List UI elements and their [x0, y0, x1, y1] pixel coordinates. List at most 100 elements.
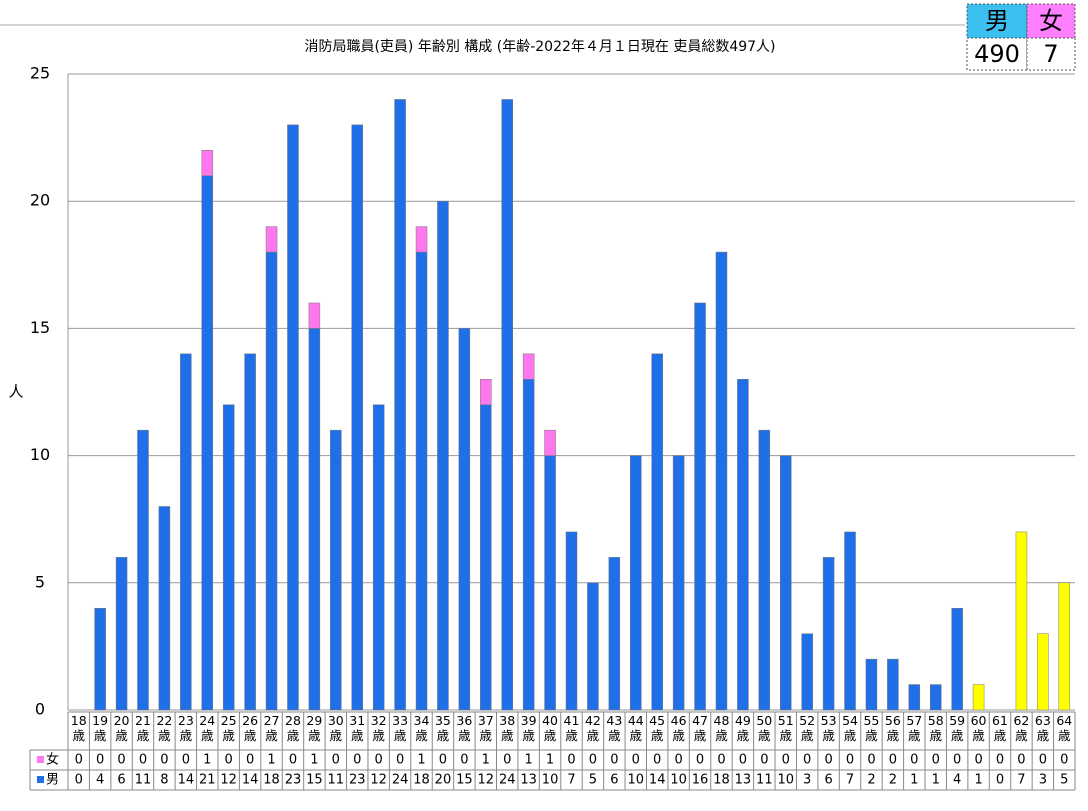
bar [415, 251, 428, 711]
bar [544, 455, 556, 711]
x-tick-label: 61歳 [992, 713, 1008, 743]
bar [158, 506, 171, 711]
table-value: 0 [396, 753, 404, 768]
x-tick-label: 18歳 [70, 713, 87, 743]
bar [94, 607, 106, 711]
legend-swatch [37, 776, 44, 783]
table-value: 1 [482, 753, 490, 768]
y-tick-label: 5 [35, 572, 45, 591]
x-tick-label: 23歳 [177, 713, 194, 743]
x-tick-label: 62歳 [1013, 713, 1030, 743]
y-tick-label: 20 [30, 191, 50, 210]
table-value: 11 [135, 773, 152, 788]
table-value: 0 [1017, 753, 1025, 768]
x-tick-label-box: 46歳 [671, 713, 687, 743]
x-tick-label: 29歳 [306, 713, 323, 743]
table-value: 12 [478, 773, 495, 788]
x-tick-label-box: 41歳 [564, 713, 580, 743]
x-tick-label-box: 20歳 [114, 713, 130, 743]
summary-cell [1026, 37, 1076, 71]
bar [780, 455, 792, 711]
summary-cell [966, 37, 1028, 71]
x-tick-label: 49歳 [734, 713, 751, 743]
x-tick-label: 42歳 [584, 713, 601, 743]
x-tick-label: 52歳 [799, 713, 816, 743]
bar [887, 658, 899, 711]
table-value: 0 [117, 753, 125, 768]
x-tick-label-box: 36歳 [456, 713, 472, 743]
y-axis-label: 人 [8, 383, 23, 401]
x-tick-label-box: 60歳 [971, 713, 987, 743]
x-tick-label-box: 51歳 [778, 713, 794, 743]
x-tick-label-box: 18歳 [70, 713, 87, 743]
x-tick-label: 19歳 [92, 713, 109, 743]
table-value: 1 [203, 753, 211, 768]
table-value: 0 [246, 753, 254, 768]
table-value: 0 [867, 753, 875, 768]
x-tick-label-box: 26歳 [242, 713, 259, 743]
y-tick-label: 10 [30, 445, 50, 464]
table-value: 18 [263, 773, 280, 788]
x-tick-label-box: 45歳 [649, 713, 665, 743]
x-tick-label-box: 38歳 [499, 713, 515, 743]
table-value: 0 [96, 753, 104, 768]
x-tick-label: 54歳 [842, 713, 858, 743]
table-value: 12 [220, 773, 237, 788]
x-tick-label-box: 25歳 [221, 713, 237, 743]
y-tick-label: 0 [35, 700, 45, 719]
table-value: 0 [567, 753, 575, 768]
bar [929, 684, 942, 711]
table-value: 0 [610, 753, 618, 768]
x-tick-label: 53歳 [820, 713, 837, 743]
table-value: 1 [525, 753, 533, 768]
table-value: 0 [375, 753, 383, 768]
bar [565, 531, 578, 711]
x-tick-label: 59歳 [949, 713, 966, 743]
table-value: 1 [932, 773, 940, 788]
table-value: 15 [306, 773, 323, 788]
bar [715, 251, 728, 711]
x-tick-label: 39歳 [520, 713, 537, 743]
x-tick-label: 26歳 [242, 713, 259, 743]
table-value: 0 [824, 753, 832, 768]
table-value: 0 [439, 753, 447, 768]
table-value: 10 [670, 773, 687, 788]
x-tick-label-box: 31歳 [349, 713, 365, 743]
table-value: 0 [996, 753, 1004, 768]
x-tick-label-box: 57歳 [906, 713, 922, 743]
x-tick-label-box: 47歳 [692, 713, 708, 743]
bar [222, 404, 235, 711]
x-tick-label-box: 50歳 [756, 713, 772, 743]
x-tick-label: 28歳 [285, 713, 301, 743]
table-value: 0 [974, 753, 982, 768]
table-value: 0 [289, 753, 297, 768]
bar [180, 353, 192, 711]
x-tick-label-box: 21歳 [135, 713, 151, 743]
y-tick-label: 15 [30, 318, 50, 337]
table-value: 3 [803, 773, 811, 788]
x-tick-label-box: 54歳 [842, 713, 858, 743]
table-value: 10 [542, 773, 559, 788]
table-value: 0 [910, 753, 918, 768]
table-value: 13 [735, 773, 752, 788]
table-value: 7 [1017, 773, 1025, 788]
table-value: 2 [889, 773, 897, 788]
x-tick-label-box: 40歳 [542, 713, 558, 743]
bar [522, 379, 535, 711]
table-value: 6 [117, 773, 125, 788]
x-tick-label-box: 59歳 [949, 713, 966, 743]
bar [737, 379, 749, 711]
table-value: 1 [546, 753, 554, 768]
table-value: 0 [674, 753, 682, 768]
table-value: 0 [1039, 753, 1047, 768]
table-value: 15 [456, 773, 473, 788]
table-value: 0 [996, 773, 1004, 788]
bar [265, 226, 278, 253]
x-tick-label-box: 35歳 [435, 713, 451, 743]
table-value: 1 [974, 773, 982, 788]
table-value: 10 [628, 773, 645, 788]
x-tick-label: 43歳 [606, 713, 623, 743]
x-tick-label: 24歳 [199, 713, 216, 743]
table-value: 16 [692, 773, 709, 788]
